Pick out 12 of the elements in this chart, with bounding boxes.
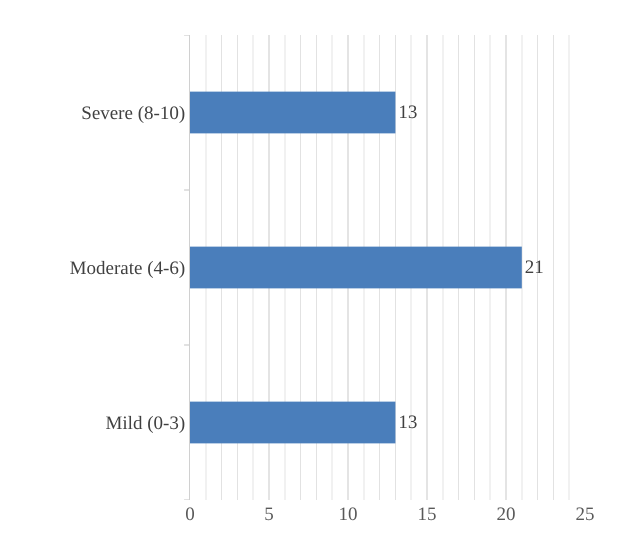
x-tick-label: 20 [496, 504, 516, 525]
x-tick-label: 25 [576, 504, 594, 525]
x-tick-label: 5 [264, 504, 274, 525]
y-tick-label: Mild (0-3) [106, 413, 186, 434]
x-tick-label: 0 [185, 504, 195, 525]
y-tick-label: Moderate (4-6) [70, 258, 186, 280]
x-tick-label: 10 [338, 504, 358, 525]
data-label: 13 [398, 102, 418, 124]
data-label: 13 [398, 412, 418, 433]
y-tick-label: Severe (8-10) [81, 103, 186, 124]
data-label: 21 [524, 257, 544, 278]
x-tick-label: 15 [418, 504, 436, 525]
